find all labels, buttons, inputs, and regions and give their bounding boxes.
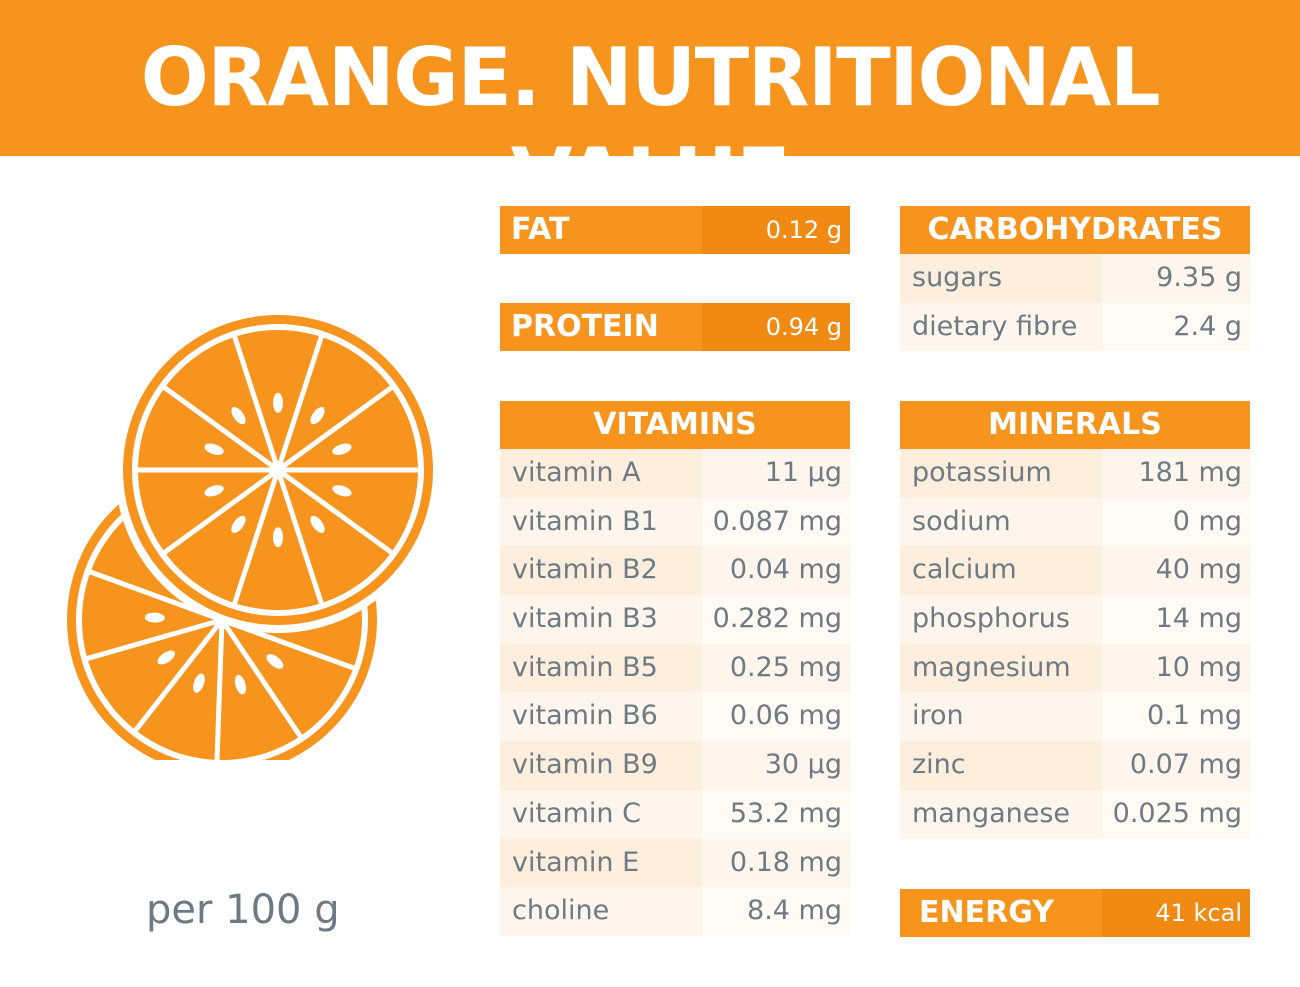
protein-value: 0.94 g: [702, 303, 850, 351]
table-row: magnesium 10 mg: [900, 643, 1250, 693]
nutrient-value: 0 mg: [1102, 497, 1250, 547]
nutrient-value: 8.4 mg: [702, 887, 850, 936]
nutrient-value: 53.2 mg: [702, 789, 850, 839]
vitamins-panel: VITAMINS vitamin A 11 µg vitamin B1 0.087 m…: [500, 401, 850, 936]
nutrient-name: zinc: [900, 741, 1102, 790]
minerals-panel: MINERALS potassium 181 mg sodium 0 mg calciu…: [900, 401, 1250, 839]
nutrient-value: 0.25 mg: [702, 643, 850, 693]
nutrient-value: 2.4 g: [1102, 302, 1250, 352]
table-row: calcium 40 mg: [900, 546, 1250, 596]
table-row: manganese 0.025 mg: [900, 789, 1250, 839]
fat-label: FAT: [511, 212, 570, 247]
nutrient-value: 0.18 mg: [702, 838, 850, 888]
table-row: zinc 0.07 mg: [900, 741, 1250, 790]
protein-header: PROTEIN 0.94 g: [500, 303, 850, 351]
table-row: potassium 181 mg: [900, 449, 1250, 498]
nutrient-value: 0.282 mg: [702, 595, 850, 644]
table-row: vitamin A 11 µg: [500, 449, 850, 498]
nutrient-value: 14 mg: [1102, 595, 1250, 644]
table-row: vitamin B6 0.06 mg: [500, 692, 850, 742]
nutrient-value: 10 mg: [1102, 643, 1250, 693]
table-row: sodium 0 mg: [900, 497, 1250, 547]
nutrient-value: 0.1 mg: [1102, 692, 1250, 742]
fat-header: FAT 0.12 g: [500, 206, 850, 254]
carbohydrates-panel: CARBOHYDRATES sugars 9.35 g dietary fibre 2…: [900, 206, 1250, 352]
energy-header: ENERGY 41 kcal: [900, 889, 1250, 937]
nutrient-name: dietary fibre: [900, 302, 1102, 352]
nutrient-value: 0.06 mg: [702, 692, 850, 742]
table-row: sugars 9.35 g: [900, 254, 1250, 303]
energy-value: 41 kcal: [1102, 889, 1250, 937]
nutrient-name: vitamin C: [500, 789, 702, 839]
table-row: iron 0.1 mg: [900, 692, 1250, 742]
nutrient-name: potassium: [900, 449, 1102, 498]
nutrient-name: choline: [500, 887, 702, 936]
table-row: vitamin B3 0.282 mg: [500, 595, 850, 644]
table-row: choline 8.4 mg: [500, 887, 850, 936]
minerals-title: MINERALS: [900, 401, 1250, 449]
nutrient-name: vitamin B3: [500, 595, 702, 644]
table-row: vitamin C 53.2 mg: [500, 789, 850, 839]
per-serving-label: per 100 g: [146, 887, 340, 933]
energy-panel: ENERGY 41 kcal: [900, 889, 1250, 937]
table-row: vitamin E 0.18 mg: [500, 838, 850, 888]
nutrient-name: vitamin B2: [500, 546, 702, 596]
table-row: vitamin B1 0.087 mg: [500, 497, 850, 547]
nutrient-name: vitamin B5: [500, 643, 702, 693]
nutrient-value: 0.07 mg: [1102, 741, 1250, 790]
nutrient-value: 30 µg: [702, 741, 850, 790]
nutrient-name: sodium: [900, 497, 1102, 547]
minerals-rows: potassium 181 mg sodium 0 mg calcium 40 mg pho…: [900, 449, 1250, 839]
nutrient-name: sugars: [900, 254, 1102, 303]
nutrient-name: phosphorus: [900, 595, 1102, 644]
nutrient-value: 0.087 mg: [702, 497, 850, 547]
table-row: dietary fibre 2.4 g: [900, 302, 1250, 352]
table-row: phosphorus 14 mg: [900, 595, 1250, 644]
nutrient-value: 0.025 mg: [1102, 789, 1250, 839]
fat-panel: FAT 0.12 g: [500, 206, 850, 254]
nutrient-name: manganese: [900, 789, 1102, 839]
vitamins-title: VITAMINS: [500, 401, 850, 449]
table-row: vitamin B2 0.04 mg: [500, 546, 850, 596]
nutrient-name: magnesium: [900, 643, 1102, 693]
nutrient-name: vitamin E: [500, 838, 702, 888]
energy-label: ENERGY: [919, 895, 1054, 930]
nutrient-name: vitamin B6: [500, 692, 702, 742]
table-row: vitamin B9 30 µg: [500, 741, 850, 790]
nutrient-value: 181 mg: [1102, 449, 1250, 498]
protein-panel: PROTEIN 0.94 g: [500, 303, 850, 351]
carbohydrates-rows: sugars 9.35 g dietary fibre 2.4 g: [900, 254, 1250, 352]
fat-value: 0.12 g: [702, 206, 850, 254]
page-title: ORANGE. NUTRITIONAL VALUE: [140, 31, 1161, 224]
nutrient-name: vitamin B1: [500, 497, 702, 547]
protein-label: PROTEIN: [511, 309, 659, 344]
nutrient-value: 40 mg: [1102, 546, 1250, 596]
nutrient-name: vitamin A: [500, 449, 702, 498]
nutrient-name: calcium: [900, 546, 1102, 596]
title-banner: ORANGE. NUTRITIONAL VALUE: [0, 0, 1300, 224]
nutrient-value: 0.04 mg: [702, 546, 850, 596]
nutrient-value: 9.35 g: [1102, 254, 1250, 303]
nutrient-name: iron: [900, 692, 1102, 742]
orange-slices-icon: [67, 310, 440, 760]
table-row: vitamin B5 0.25 mg: [500, 643, 850, 693]
nutrient-value: 11 µg: [702, 449, 850, 498]
vitamins-rows: vitamin A 11 µg vitamin B1 0.087 mg vitamin …: [500, 449, 850, 936]
nutrient-name: vitamin B9: [500, 741, 702, 790]
carbohydrates-title: CARBOHYDRATES: [900, 206, 1250, 254]
